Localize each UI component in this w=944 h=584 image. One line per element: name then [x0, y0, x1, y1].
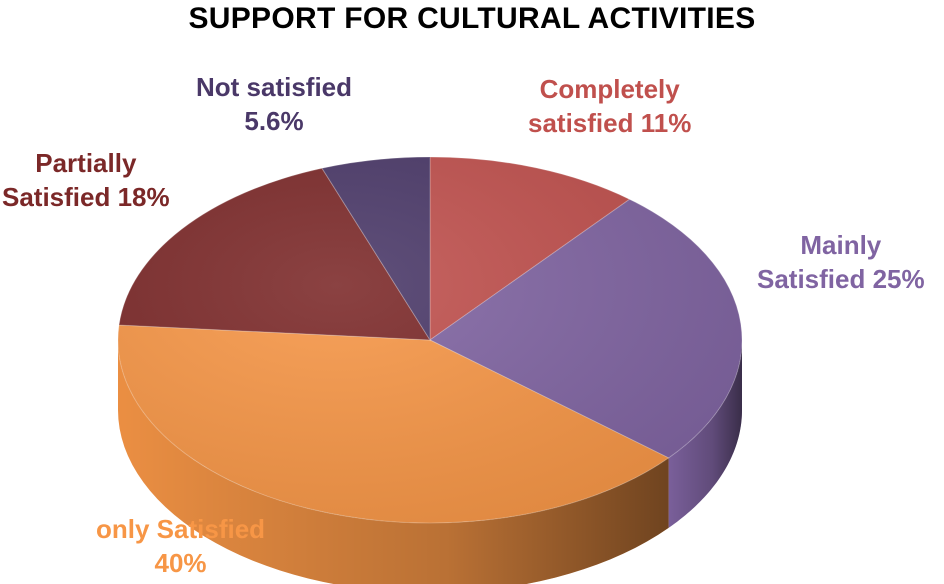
slice-label-mainly-satisfied: Mainly Satisfied 25%: [757, 230, 925, 294]
slice-label-not-satisfied: Not satisfied 5.6%: [196, 72, 353, 136]
slice-label-partially-satisfied: Partially Satisfied 18%: [2, 148, 170, 212]
slice-label-only-satisfied: only Satisfied 40%: [96, 514, 266, 578]
slice-side-only-satisfied: [118, 340, 669, 584]
slice-label-completely-satisfied: Completely satisfied 11%: [528, 74, 692, 138]
chart-title: SUPPORT FOR CULTURAL ACTIVITIES: [188, 2, 756, 35]
